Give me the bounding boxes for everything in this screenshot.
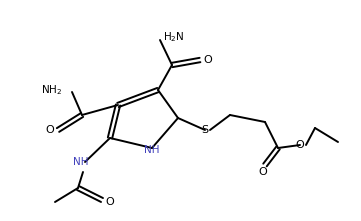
Text: NH$_2$: NH$_2$ <box>41 83 62 97</box>
Text: O: O <box>204 55 212 65</box>
Text: O: O <box>296 140 304 150</box>
Text: H$_2$N: H$_2$N <box>163 30 185 44</box>
Text: S: S <box>201 125 209 135</box>
Text: NH: NH <box>73 157 89 167</box>
Text: O: O <box>106 197 114 207</box>
Text: O: O <box>45 125 55 135</box>
Text: NH: NH <box>144 145 160 155</box>
Text: O: O <box>258 167 268 177</box>
